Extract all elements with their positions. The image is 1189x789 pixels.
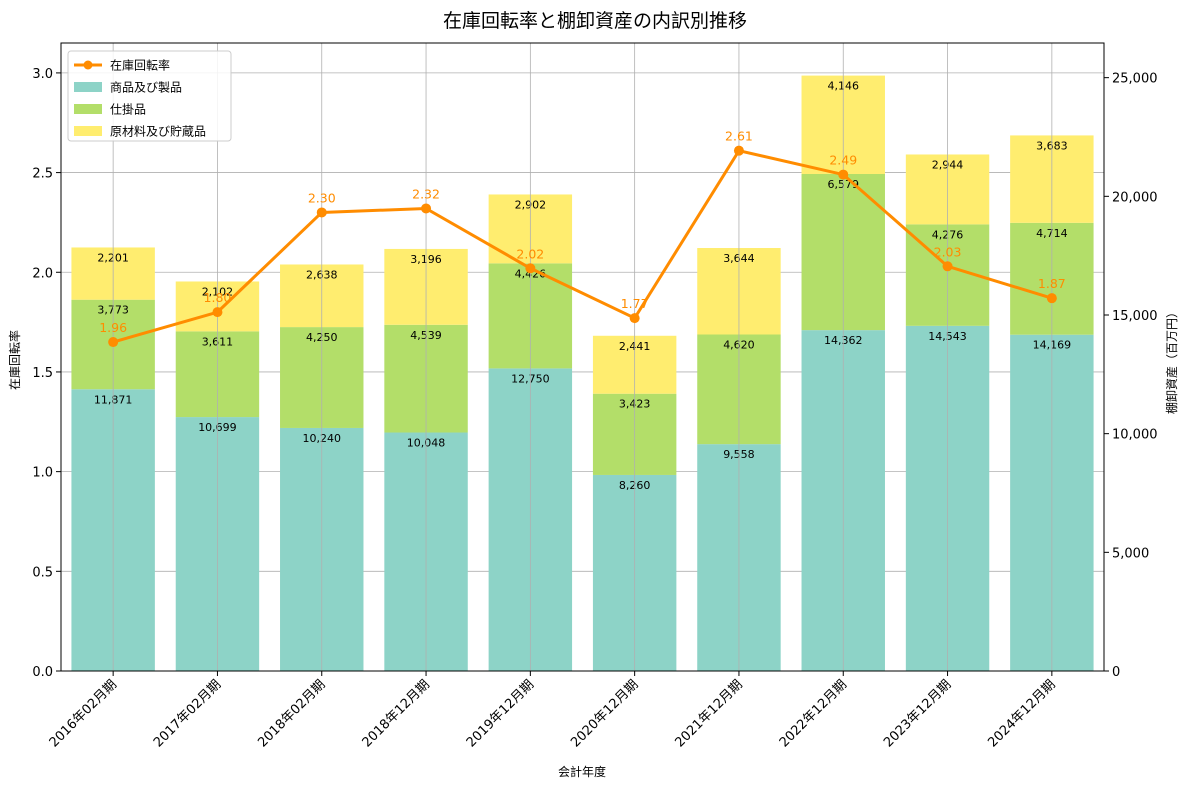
turnover-rate-point [421,203,432,214]
turnover-rate-label: 2.61 [725,129,753,144]
legend-label: 仕掛品 [110,102,146,117]
legend-swatch-patch [74,126,102,136]
y-left-tick-label: 2.5 [32,167,53,182]
x-tick-label: 2016年02月期 [47,677,120,750]
y-right-tick-label: 20,000 [1112,190,1158,205]
legend-swatch-patch [74,104,102,114]
plot-frame [60,42,1105,672]
y-left-tick-label: 1.0 [32,466,53,481]
x-tick-label: 2018年02月期 [255,677,328,750]
turnover-rate-label: 1.80 [204,290,232,305]
y-axis-right-title: 棚卸資産（百万円） [1164,306,1179,414]
turnover-rate-label: 1.96 [99,320,127,335]
turnover-rate-point [629,313,640,324]
legend-label: 商品及び製品 [110,80,182,95]
x-tick-label: 2022年12月期 [777,677,850,750]
turnover-rate-label: 2.30 [308,190,336,205]
turnover-rate-point [942,261,953,272]
turnover-rate-point [838,169,849,180]
turnover-rate-label: 2.32 [412,186,440,201]
turnover-rate-point [108,337,119,348]
turnover-line: 1.96 1.80 2.30 2.32 2.02 1.77 2.61 2.49 2.03 1.87 [99,43,1066,671]
y-right-tick-label: 5,000 [1112,546,1149,561]
y-left-tick-label: 2.0 [32,266,53,281]
x-tick-label: 2023年12月期 [881,677,954,750]
turnover-rate-label: 2.03 [934,244,962,259]
turnover-rate-label: 1.77 [621,296,649,311]
legend-label: 在庫回転率 [110,58,170,73]
turnover-rate-point [525,263,536,274]
x-tick-label: 2024年12月期 [985,677,1058,750]
x-tick-label: 2021年12月期 [672,677,745,750]
x-axis-title: 会計年度 [558,764,606,779]
legend-swatch-patch [74,82,102,92]
turnover-rate-point [1046,293,1057,304]
legend-label: 原材料及び貯蔵品 [110,125,206,139]
x-tick-label: 2020年12月期 [568,677,641,750]
turnover-rate-label: 2.02 [516,246,544,261]
legend-box [67,50,232,142]
x-tick-label: 2019年12月期 [464,677,537,750]
turnover-rate-point [212,307,223,318]
y-right-tick-label: 15,000 [1112,309,1158,324]
turnover-rate-label: 2.49 [829,153,857,168]
y-left-tick-label: 3.0 [32,67,53,82]
y-right-tick-label: 0 [1112,665,1120,680]
y-left-tick-label: 0.0 [32,665,53,680]
turnover-rate-label: 1.87 [1038,276,1066,291]
y-left-tick-label: 1.5 [32,366,53,381]
y-axis-left-title: 在庫回転率 [7,330,22,390]
x-tick-label: 2017年02月期 [151,677,224,750]
y-left-tick-label: 0.5 [32,565,53,580]
chart-title: 在庫回転率と棚卸資産の内訳別推移 [443,10,747,32]
y-right-tick-label: 10,000 [1112,428,1158,443]
turnover-rate-line [112,148,1053,344]
x-tick-label: 2018年12月期 [360,677,433,750]
y-right-tick-label: 25,000 [1112,72,1158,87]
legend-swatch-marker [83,60,93,70]
turnover-rate-point [316,207,327,218]
turnover-rate-point [733,145,744,156]
